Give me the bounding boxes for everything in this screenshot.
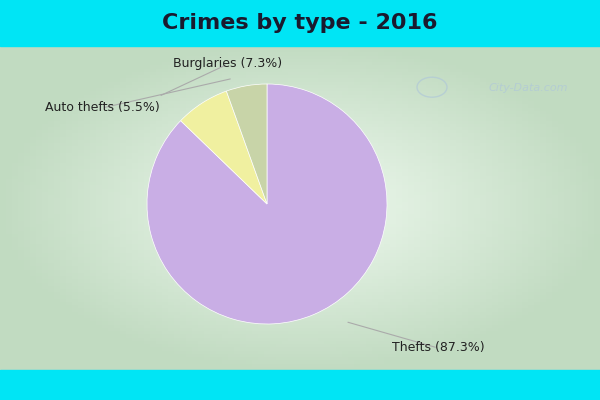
Wedge shape <box>147 84 387 324</box>
Text: City-Data.com: City-Data.com <box>488 83 568 93</box>
Wedge shape <box>226 84 267 204</box>
Text: Burglaries (7.3%): Burglaries (7.3%) <box>173 58 283 70</box>
Text: Auto thefts (5.5%): Auto thefts (5.5%) <box>44 102 160 114</box>
Wedge shape <box>181 91 267 204</box>
Bar <box>0 0 600 46</box>
Text: Thefts (87.3%): Thefts (87.3%) <box>392 342 484 354</box>
Text: Crimes by type - 2016: Crimes by type - 2016 <box>162 13 438 33</box>
Bar <box>0 370 600 400</box>
